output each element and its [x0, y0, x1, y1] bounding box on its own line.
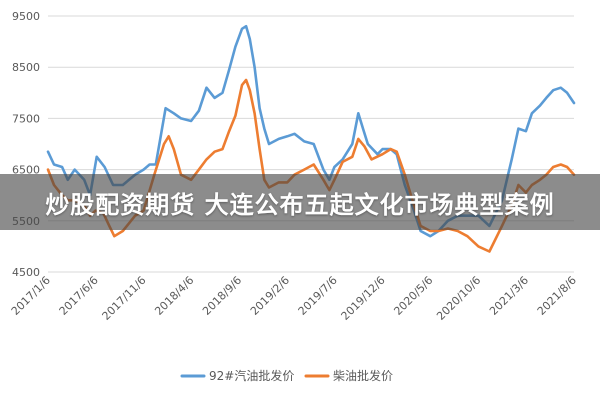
x-tick-label: 2019/7/6: [296, 274, 340, 318]
x-tick-label: 2019/12/6: [339, 274, 388, 323]
x-tick-label: 2017/1/6: [9, 274, 53, 318]
y-axis-ticks: 450055006500750085009500: [12, 10, 40, 279]
y-tick-label: 7500: [12, 112, 40, 125]
x-tick-label: 2018/9/6: [200, 274, 244, 318]
y-tick-label: 8500: [12, 61, 40, 74]
x-tick-label: 2017/11/6: [100, 274, 149, 323]
x-tick-label: 2018/4/6: [152, 274, 196, 318]
legend: 92#汽油批发价 柴油批发价: [180, 368, 393, 383]
x-tick-label: 2019/2/6: [248, 274, 292, 318]
y-tick-label: 9500: [12, 10, 40, 23]
y-tick-label: 4500: [12, 266, 40, 279]
x-tick-label: 2020/10/6: [434, 274, 483, 323]
legend-label-0: 92#汽油批发价: [209, 368, 294, 383]
x-tick-label: 2017/6/6: [57, 274, 101, 318]
x-tick-label: 2021/3/6: [487, 274, 531, 318]
x-tick-label: 2021/8/6: [535, 274, 579, 318]
legend-label-1: 柴油批发价: [333, 368, 393, 383]
overlay-banner: 炒股配资期货 大连公布五起文化市场典型案例: [0, 174, 600, 230]
y-tick-label: 6500: [12, 164, 40, 177]
x-tick-label: 2020/5/6: [391, 274, 435, 318]
banner-title: 炒股配资期货 大连公布五起文化市场典型案例: [45, 190, 555, 219]
